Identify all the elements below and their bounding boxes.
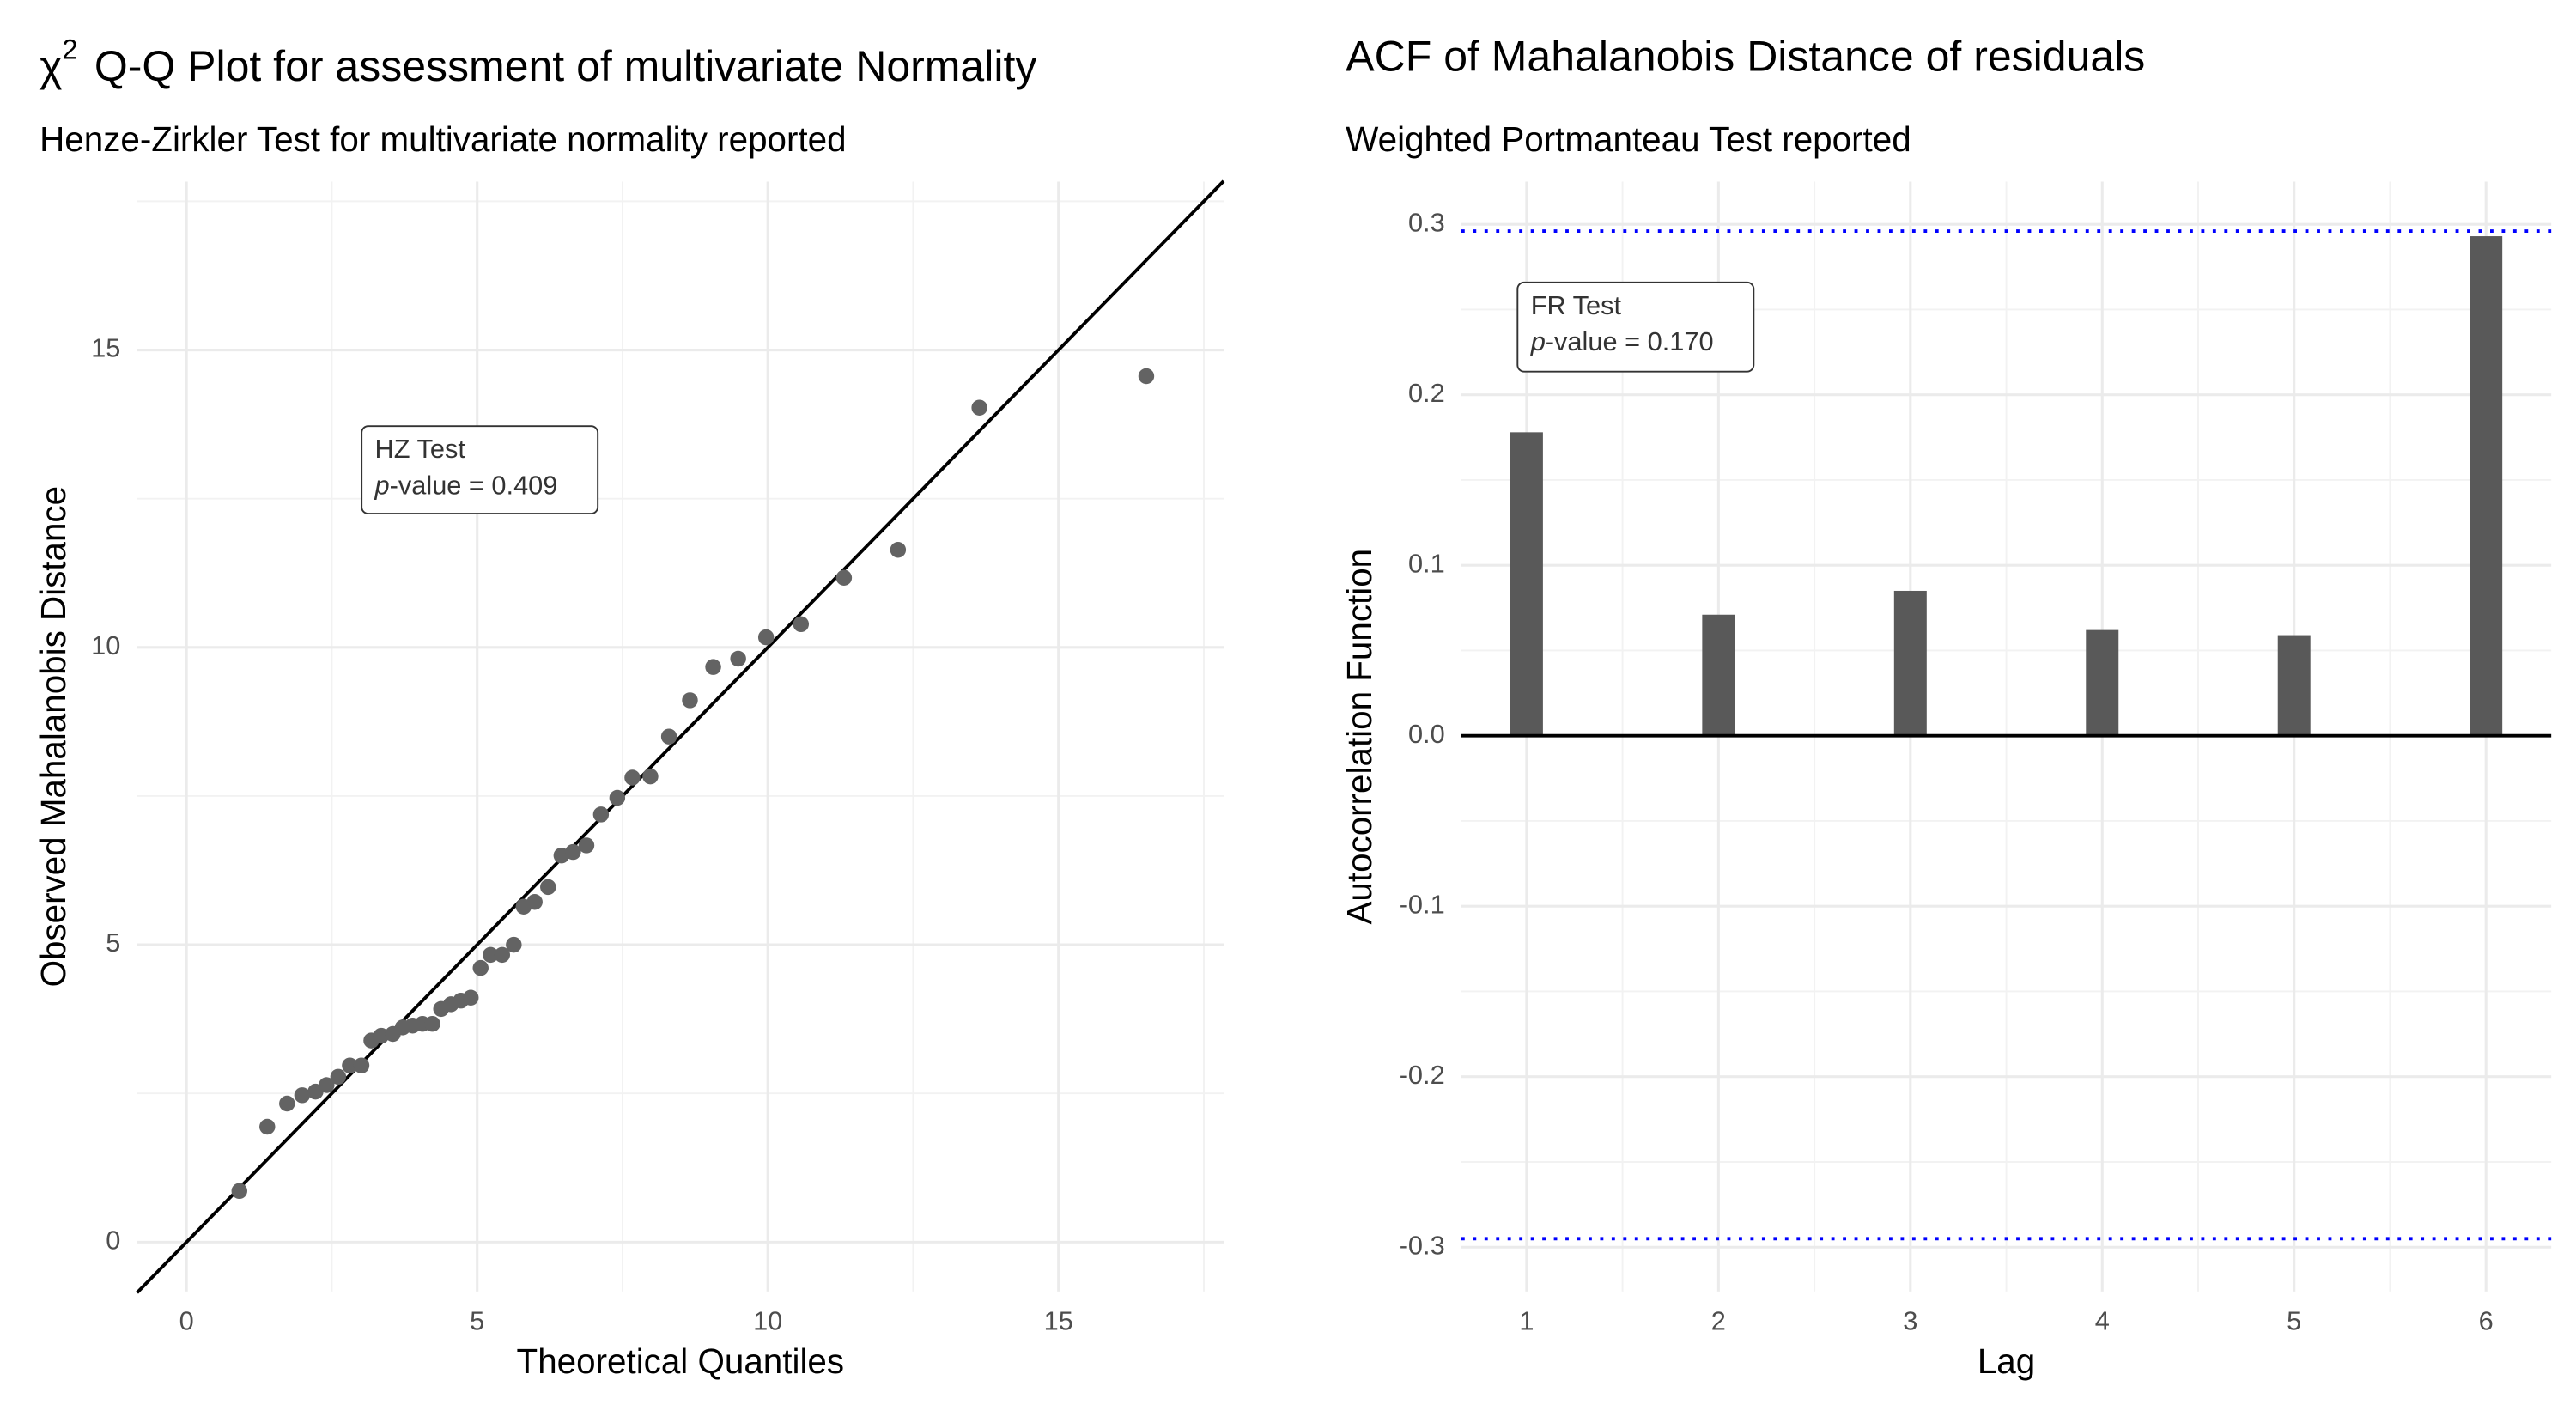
bar bbox=[2277, 635, 2311, 736]
point bbox=[793, 616, 810, 633]
x-tick-label: 5 bbox=[2287, 1306, 2301, 1336]
point bbox=[463, 989, 479, 1006]
point bbox=[353, 1057, 370, 1073]
point bbox=[624, 769, 641, 786]
point bbox=[609, 789, 626, 806]
point bbox=[971, 399, 987, 416]
y-tick-label: 5 bbox=[106, 927, 120, 958]
point bbox=[540, 879, 556, 896]
title-symbol: χ bbox=[39, 42, 62, 90]
point bbox=[1138, 368, 1155, 385]
point bbox=[835, 569, 853, 587]
point bbox=[424, 1015, 440, 1032]
x-axis-title: Lag bbox=[1978, 1341, 2035, 1381]
chart-title: χ2 Q-Q Plot for assessment of multivariat… bbox=[39, 33, 1036, 90]
point bbox=[472, 959, 489, 976]
point bbox=[682, 692, 698, 708]
point bbox=[231, 1183, 248, 1200]
x-tick-label: 5 bbox=[470, 1306, 484, 1336]
y-axis-title: Autocorrelation Function bbox=[1340, 549, 1379, 925]
title-main: Q-Q Plot for assessment of multivariate … bbox=[94, 42, 1037, 90]
x-tick-label: 0 bbox=[179, 1306, 194, 1336]
point bbox=[757, 629, 775, 646]
annotation-stat: p-value = 0.409 bbox=[374, 470, 558, 500]
stat-symbol: p bbox=[374, 470, 390, 500]
point bbox=[565, 843, 581, 861]
chart-title: ACF of Mahalanobis Distance of residuals bbox=[1346, 32, 2145, 80]
stat-symbol: p bbox=[1530, 326, 1546, 356]
point bbox=[330, 1068, 347, 1086]
point bbox=[526, 893, 543, 910]
point bbox=[660, 728, 677, 745]
y-tick-label: -0.2 bbox=[1400, 1060, 1445, 1090]
point bbox=[642, 768, 659, 785]
chart-subtitle: Henze-Zirkler Test for multivariate norm… bbox=[39, 119, 846, 159]
x-tick-label: 15 bbox=[1044, 1306, 1073, 1336]
stat-text: -value = 0.170 bbox=[1546, 326, 1714, 356]
chart-subtitle: Weighted Portmanteau Test reported bbox=[1346, 119, 1911, 159]
point bbox=[342, 1057, 358, 1073]
y-tick-label: -0.3 bbox=[1400, 1230, 1445, 1260]
y-tick-label: 10 bbox=[91, 630, 120, 660]
point bbox=[319, 1077, 335, 1093]
x-tick-label: 6 bbox=[2479, 1306, 2494, 1336]
y-tick-label: 0.2 bbox=[1408, 378, 1445, 408]
point bbox=[294, 1087, 311, 1104]
y-tick-label: 0.3 bbox=[1408, 207, 1445, 237]
stat-text: -value = 0.409 bbox=[390, 470, 558, 500]
point bbox=[578, 837, 595, 854]
y-axis-title: Observed Mahalanobis Distance bbox=[33, 486, 73, 988]
point bbox=[259, 1118, 276, 1135]
point bbox=[483, 946, 499, 964]
point bbox=[279, 1095, 295, 1112]
reference-line bbox=[136, 179, 1225, 1294]
x-axis-title: Theoretical Quantiles bbox=[517, 1341, 845, 1381]
title-superscript: 2 bbox=[62, 33, 77, 64]
x-tick-label: 10 bbox=[753, 1306, 782, 1336]
x-tick-label: 1 bbox=[1519, 1306, 1534, 1336]
x-tick-label: 4 bbox=[2095, 1306, 2110, 1336]
point bbox=[730, 650, 746, 667]
point bbox=[705, 659, 721, 675]
point bbox=[506, 936, 522, 953]
y-tick-label: -0.1 bbox=[1400, 889, 1445, 919]
x-tick-label: 2 bbox=[1711, 1306, 1726, 1336]
x-tick-label: 3 bbox=[1903, 1306, 1917, 1336]
annotation-stat: p-value = 0.170 bbox=[1530, 326, 1714, 356]
point bbox=[373, 1027, 390, 1044]
annotation-title: HZ Test bbox=[375, 434, 466, 464]
bar bbox=[2086, 629, 2119, 736]
bar bbox=[1702, 614, 1735, 736]
point bbox=[592, 806, 610, 823]
annotation-title: FR Test bbox=[1531, 290, 1622, 320]
bar bbox=[2470, 236, 2503, 736]
y-tick-label: 0.1 bbox=[1408, 548, 1445, 578]
point bbox=[494, 946, 511, 964]
point bbox=[890, 541, 907, 558]
bar bbox=[1510, 432, 1543, 736]
y-tick-label: 0 bbox=[106, 1225, 120, 1255]
y-tick-label: 0.0 bbox=[1408, 719, 1445, 749]
bar bbox=[1893, 590, 1927, 736]
annotation-box bbox=[361, 425, 599, 515]
annotation-box bbox=[1516, 281, 1755, 373]
y-tick-label: 15 bbox=[91, 333, 120, 363]
